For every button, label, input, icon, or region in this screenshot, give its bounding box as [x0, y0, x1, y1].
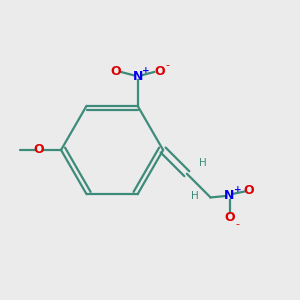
Text: O: O: [110, 65, 121, 78]
Text: N: N: [132, 70, 143, 83]
Text: O: O: [34, 143, 44, 157]
Text: +: +: [142, 66, 150, 75]
Text: +: +: [234, 185, 242, 194]
Text: -: -: [166, 60, 170, 70]
Text: O: O: [154, 65, 165, 78]
Text: -: -: [236, 219, 240, 229]
Text: O: O: [243, 184, 254, 196]
Text: O: O: [224, 212, 235, 224]
Text: N: N: [224, 190, 235, 202]
Text: H: H: [199, 158, 207, 168]
Text: H: H: [190, 191, 198, 201]
